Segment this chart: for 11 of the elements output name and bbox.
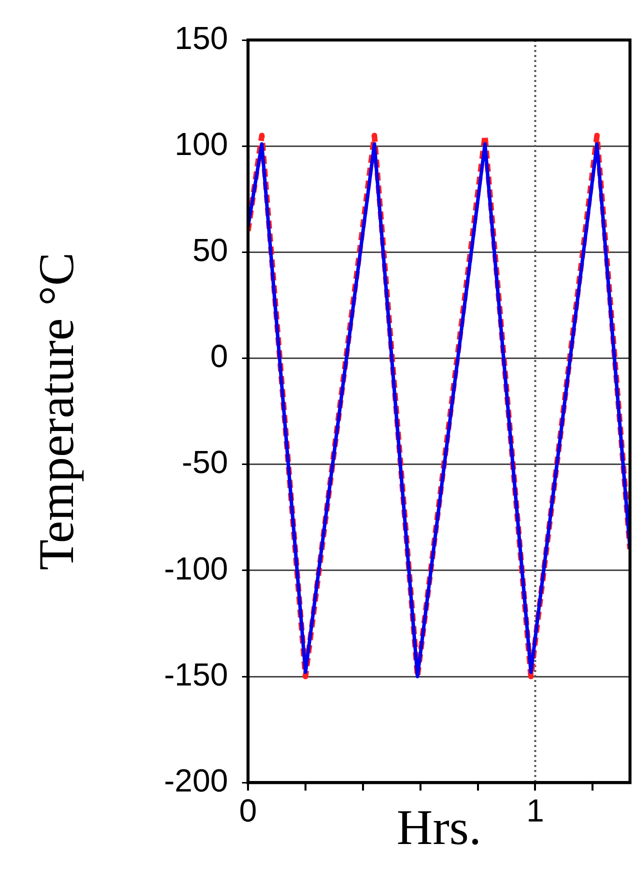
y-tick-label: -200 <box>164 762 228 798</box>
y-tick-label: -50 <box>182 444 228 480</box>
y-tick-label: -150 <box>164 656 228 692</box>
y-axis-title: Temperature °C <box>28 252 84 570</box>
y-tick-label: 150 <box>174 20 228 56</box>
y-tick-label: 0 <box>210 338 228 374</box>
x-tick-label: 1 <box>526 792 544 829</box>
y-tick-label: 100 <box>174 126 228 162</box>
x-axis-title: Hrs. <box>396 799 482 856</box>
y-tick-label: 50 <box>192 232 228 268</box>
y-tick-label: -100 <box>164 550 228 586</box>
